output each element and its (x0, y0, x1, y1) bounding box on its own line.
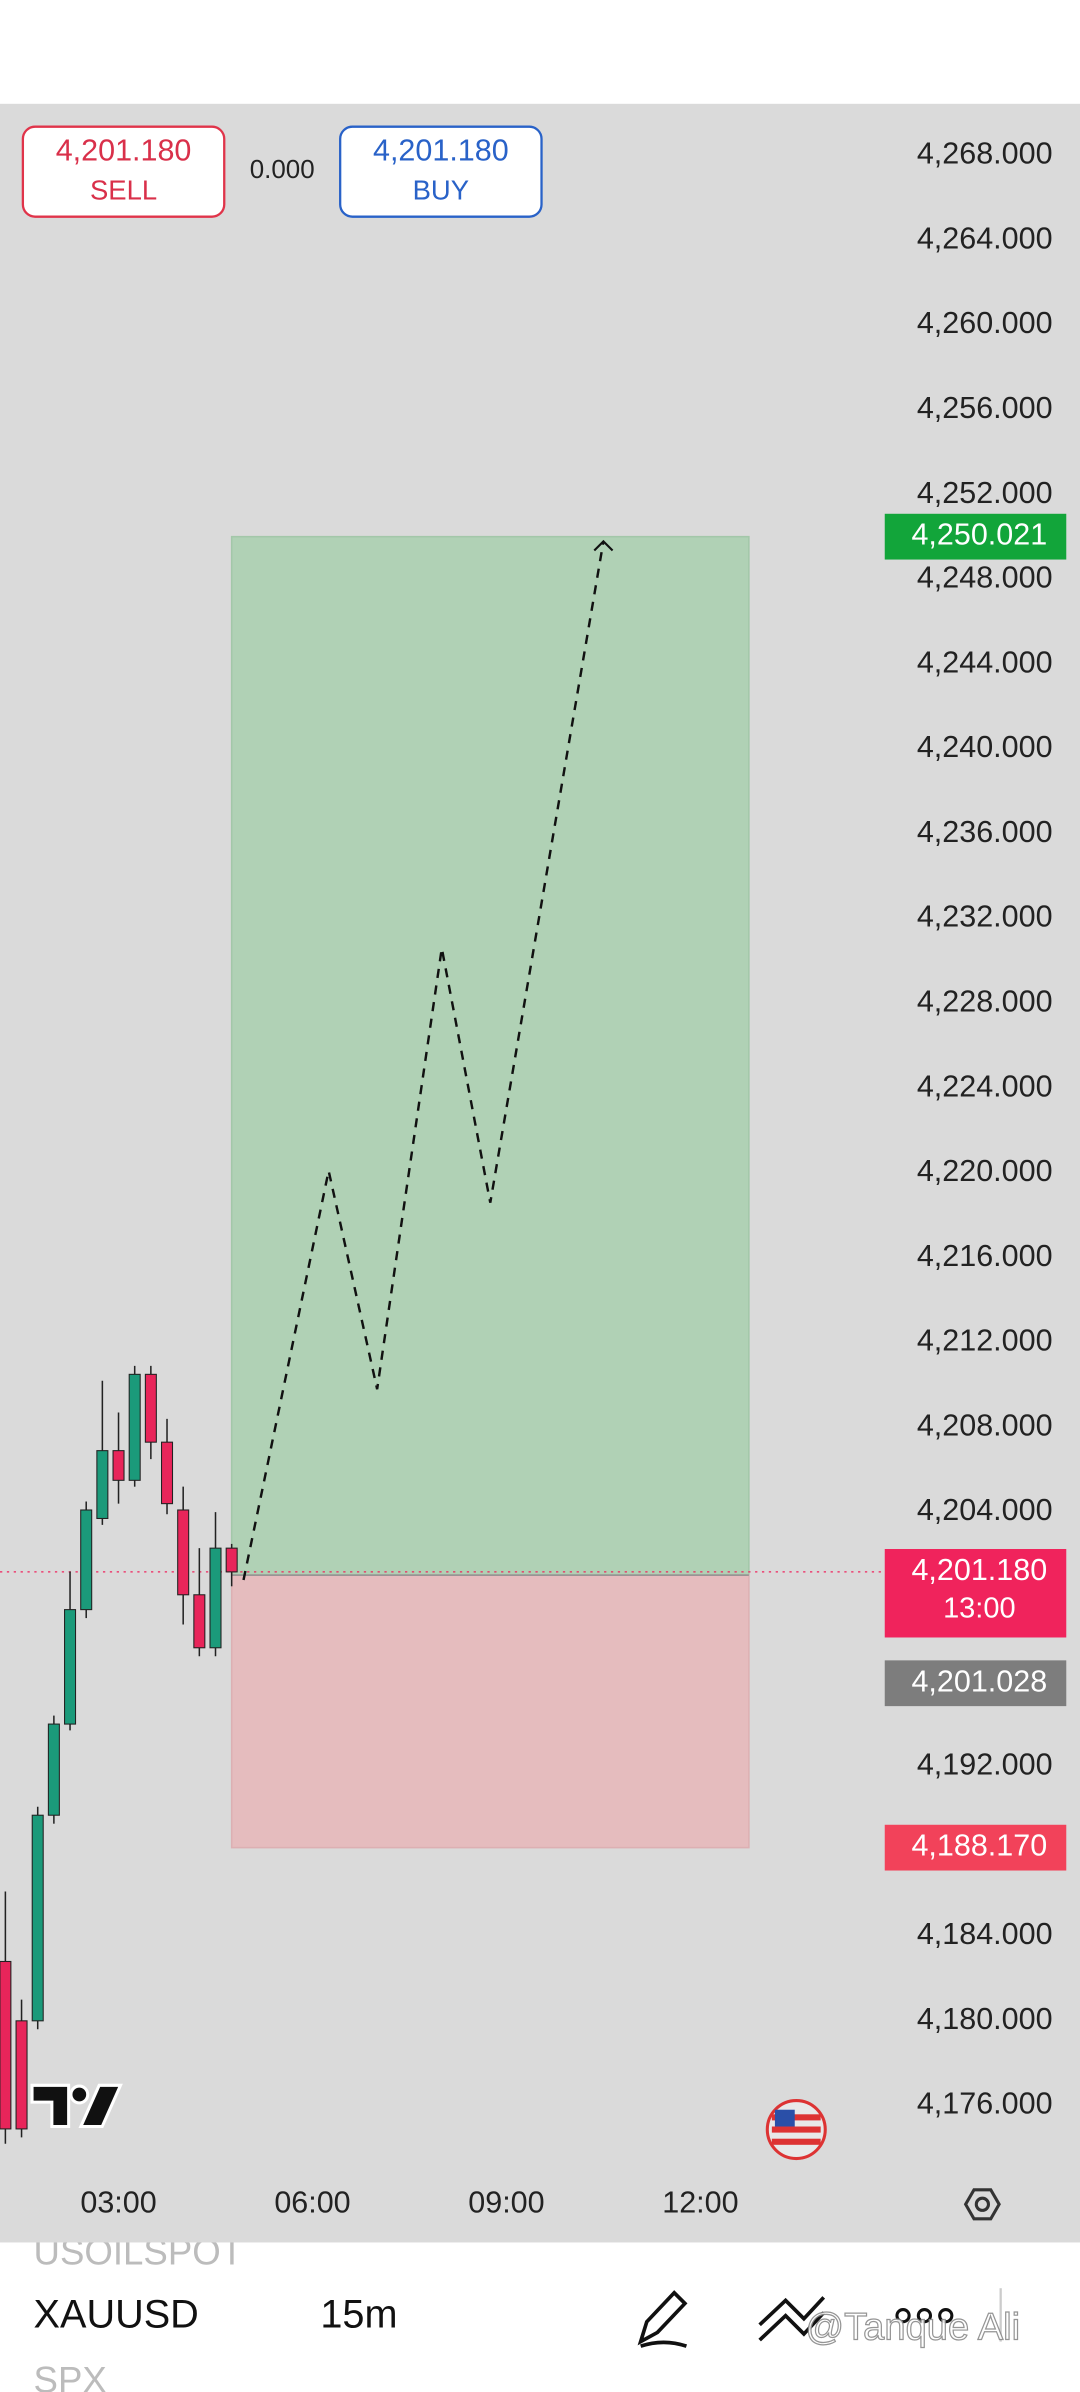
buy-button[interactable] (339, 125, 543, 218)
y-tick-label: 4,244.000 (917, 645, 1053, 679)
price-label-box (884, 1824, 1067, 1871)
arrow-head (593, 539, 614, 552)
y-tick-label: 4,268.000 (917, 137, 1053, 171)
sell-label: SELL (90, 175, 157, 206)
y-tick-label: 4,176.000 (917, 2087, 1053, 2121)
price-label-box (884, 513, 1067, 560)
candle-body (193, 1594, 206, 1649)
y-tick-label: 4,184.000 (917, 1917, 1053, 1951)
y-tick-label: 4,260.000 (917, 306, 1053, 340)
price-label: 13:00 (943, 1593, 1016, 1625)
price-label: 4,188.170 (911, 1829, 1047, 1863)
y-tick-label: 4,256.000 (917, 391, 1053, 425)
interval[interactable]: 15m (320, 2293, 397, 2337)
y-tick-label: 4,220.000 (917, 1154, 1053, 1188)
candle-body (225, 1547, 238, 1573)
indicators-icon[interactable] (758, 2296, 826, 2342)
candle-body (64, 1609, 77, 1725)
loss-zone (230, 1574, 750, 1849)
y-tick-label: 4,248.000 (917, 561, 1053, 595)
sell-price: 4,201.180 (56, 134, 192, 168)
spread: 0.000 (250, 156, 315, 184)
candle-body (0, 1960, 12, 2130)
candle-body (128, 1373, 141, 1481)
x-tick-label: 12:00 (662, 2185, 738, 2219)
candle-body (160, 1441, 174, 1505)
flag-icon[interactable] (765, 2099, 827, 2161)
price-label: 4,250.021 (911, 518, 1047, 552)
draw-icon[interactable] (637, 2290, 688, 2348)
y-tick-label: 4,208.000 (917, 1408, 1053, 1442)
price-label: 4,201.180 (911, 1553, 1047, 1587)
candle-body (80, 1509, 93, 1611)
candle-body (15, 2020, 28, 2130)
candle-body (209, 1547, 222, 1649)
symbol[interactable]: XAUUSD (34, 2293, 199, 2337)
buy-label: BUY (413, 175, 469, 206)
candle-body (96, 1450, 109, 1520)
profit-zone (230, 535, 750, 1576)
y-tick-label: 4,236.000 (917, 815, 1053, 849)
projection-path (242, 541, 605, 1581)
y-tick-label: 4,232.000 (917, 900, 1053, 934)
y-tick-label: 4,252.000 (917, 476, 1053, 510)
y-tick-label: 4,212.000 (917, 1324, 1053, 1358)
x-tick-label: 03:00 (80, 2185, 156, 2219)
buy-price: 4,201.180 (373, 134, 509, 168)
y-tick-label: 4,240.000 (917, 730, 1053, 764)
y-tick-label: 4,228.000 (917, 984, 1053, 1018)
sell-button[interactable] (21, 125, 226, 218)
symbol-below[interactable]: SPX (34, 2359, 107, 2392)
price-label: 4,201.028 (911, 1664, 1047, 1698)
price-label-box (884, 1549, 1067, 1638)
y-tick-label: 4,180.000 (917, 2002, 1053, 2036)
candle-body (47, 1723, 60, 1816)
price-label-box (884, 1660, 1067, 1707)
y-tick-label: 4,192.000 (917, 1748, 1053, 1782)
watermark: @Tanque Ali (805, 2305, 1020, 2348)
candle-body (177, 1509, 190, 1596)
x-tick-label: 06:00 (274, 2185, 350, 2219)
candle-body (31, 1814, 44, 2022)
plot: 4,268.000 4,264.000 4,260.000 4,256.000 4,25… (0, 137, 1067, 2219)
candle-body (144, 1373, 157, 1443)
x-tick-label: 09:00 (468, 2185, 544, 2219)
y-tick-label: 4,224.000 (917, 1069, 1053, 1103)
y-tick-label: 4,216.000 (917, 1239, 1053, 1273)
more-icon[interactable] (895, 2308, 954, 2324)
y-tick-label: 4,264.000 (917, 221, 1053, 255)
y-tick-label: 4,204.000 (917, 1493, 1053, 1527)
settings-icon[interactable] (963, 2188, 1001, 2221)
candle-body (112, 1450, 125, 1481)
logo (30, 2083, 123, 2129)
